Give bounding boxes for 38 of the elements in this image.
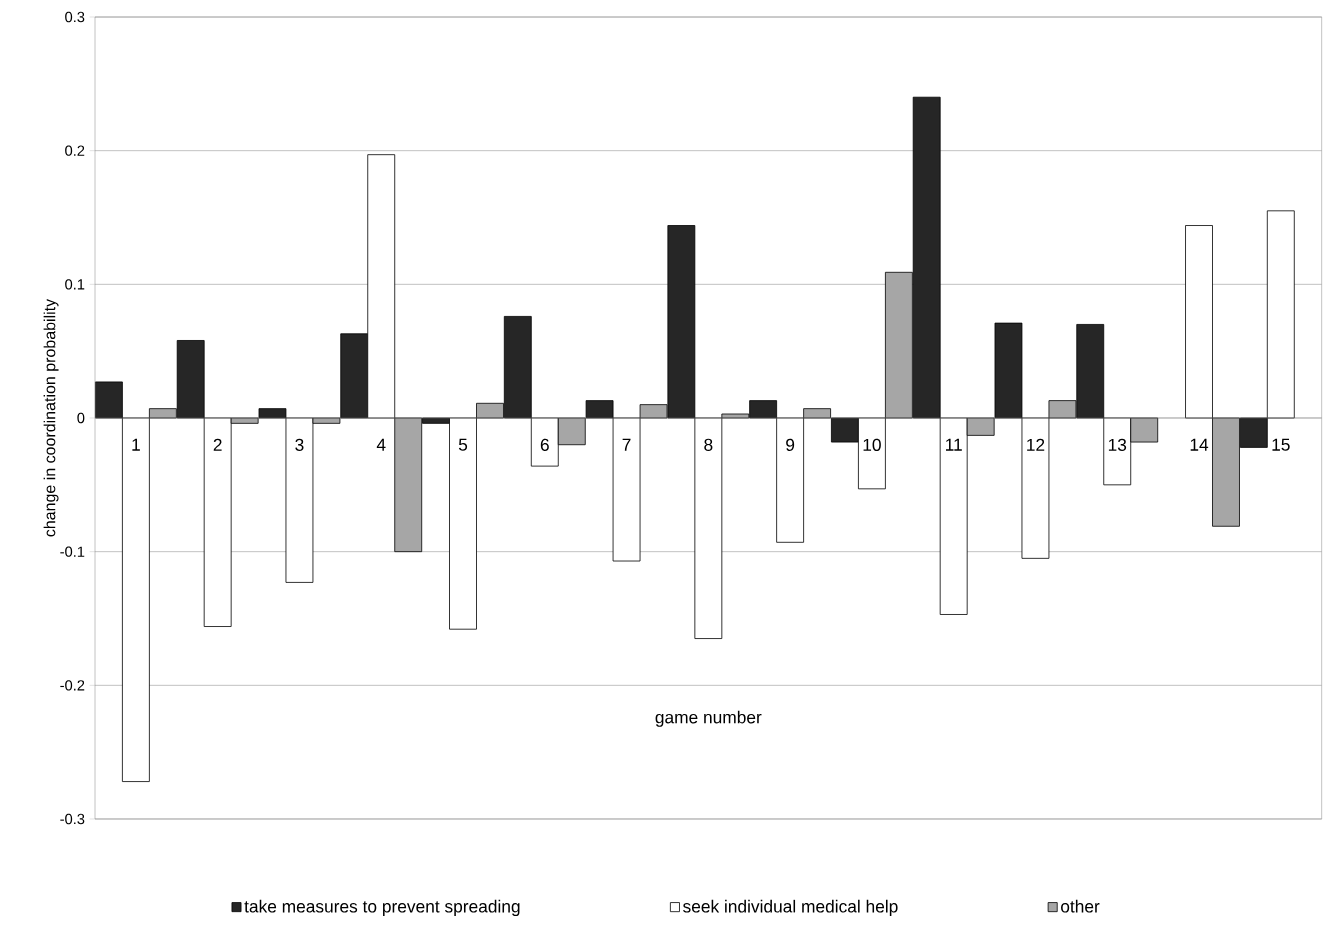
legend-label: take measures to prevent spreading	[244, 899, 520, 916]
y-axis-title: change in coordination probability	[43, 298, 59, 537]
x-tick-label: 7	[622, 438, 631, 451]
x-tick-label: 12	[1027, 438, 1045, 451]
x-tick-label: 1	[132, 438, 140, 451]
bar	[612, 417, 641, 562]
x-tick-label: 3	[295, 438, 304, 451]
x-tick-label: 13	[1108, 438, 1127, 451]
x-tick-label: 10	[863, 438, 881, 451]
x-tick-label: 14	[1190, 438, 1209, 451]
legend-label: seek individual medical help	[683, 899, 898, 916]
x-axis-title: game number	[655, 710, 762, 727]
bar	[1021, 417, 1050, 559]
bar	[994, 322, 1023, 419]
y-tick-label: -0.1	[60, 546, 85, 557]
y-tick-label: 0.2	[65, 145, 85, 156]
x-tick-label: 2	[213, 438, 222, 451]
bar	[1266, 210, 1295, 419]
x-tick-label: 9	[786, 438, 795, 451]
bar	[694, 417, 723, 639]
y-tick-label: 0	[77, 412, 85, 424]
bar	[1185, 225, 1213, 419]
x-tick-label: 8	[704, 438, 713, 451]
bar	[585, 400, 614, 419]
y-tick-label: 0.1	[65, 279, 85, 290]
x-tick-label: 11	[946, 438, 962, 451]
bar	[776, 417, 805, 543]
bar	[258, 408, 287, 419]
bar	[122, 417, 150, 782]
y-tick-label: -0.2	[60, 680, 85, 691]
x-tick-label: 5	[458, 438, 468, 451]
bar	[95, 381, 123, 419]
x-tick-label: 4	[376, 438, 386, 451]
x-tick-label: 15	[1272, 438, 1290, 451]
legend-label: other	[1061, 899, 1100, 913]
y-tick-label: -0.3	[60, 813, 85, 825]
x-tick-label: 6	[540, 438, 549, 451]
y-tick-label: 0.3	[65, 11, 85, 23]
